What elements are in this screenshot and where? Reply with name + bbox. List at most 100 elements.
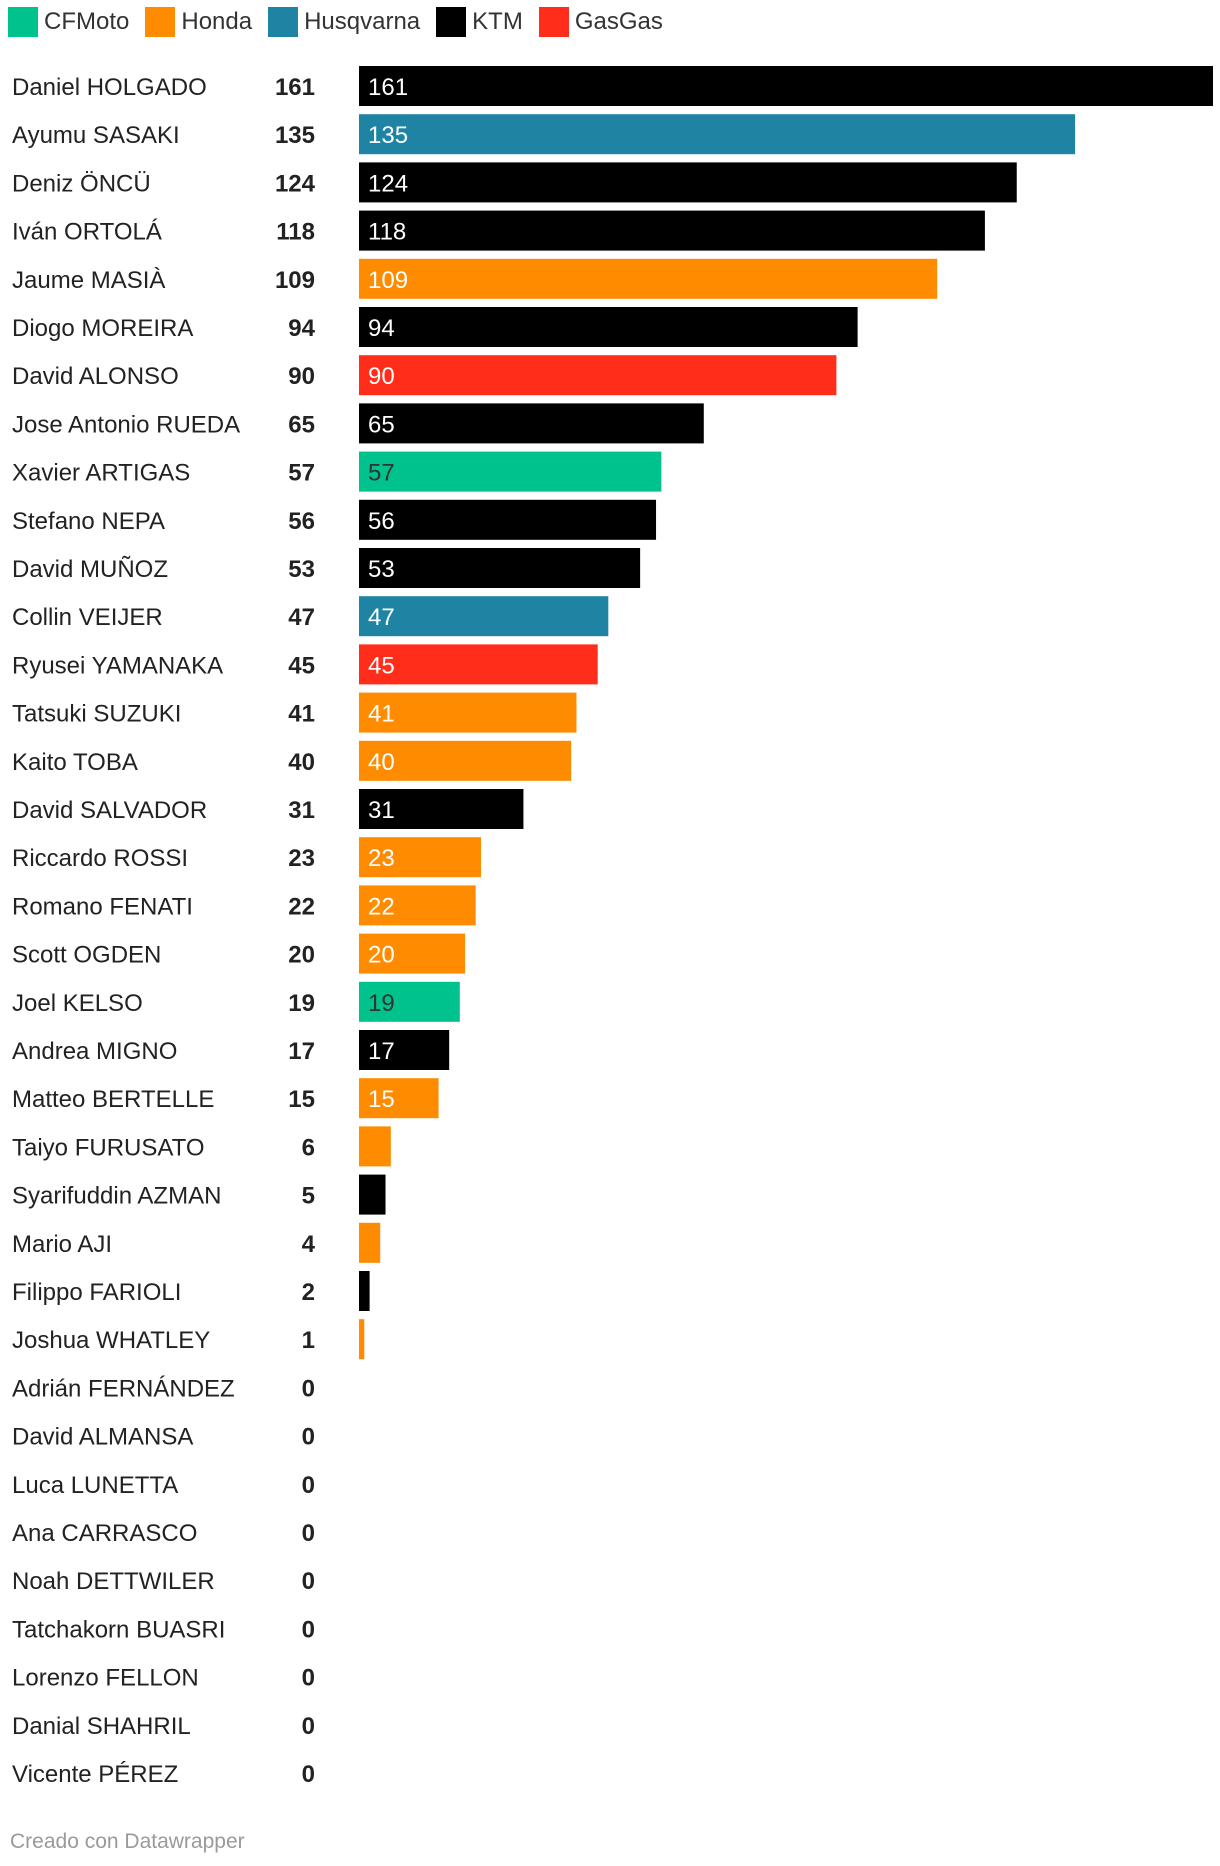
bar-chart: Daniel HOLGADO 161 161 Ayumu SASAKI 135 135 De…	[12, 66, 1213, 1788]
bar-kaito-toba	[359, 740, 572, 781]
bar-label-xavier-artigas: 57	[368, 460, 395, 487]
bar-label-collin-veijer: 47	[368, 604, 395, 631]
bar-syarifuddin-azman	[359, 1174, 386, 1215]
bar-mario-aji	[359, 1222, 381, 1263]
points-value-deniz-oncu: 124	[275, 170, 316, 197]
rider-name-xavier-artigas: Xavier ARTIGAS	[12, 460, 190, 487]
legend-item-honda: Honda	[145, 7, 252, 37]
rider-name-kaito-toba: Kaito TOBA	[12, 749, 138, 776]
points-value-lorenzo-fellon: 0	[302, 1665, 315, 1692]
bar-label-stefano-nepa: 56	[368, 508, 395, 535]
points-value-diogo-moreira: 94	[288, 315, 315, 342]
rider-name-jose-antonio-rueda: Jose Antonio RUEDA	[12, 411, 240, 438]
bar-tatsuki-suzuki	[359, 692, 577, 733]
bar-taiyo-furusato	[359, 1126, 391, 1167]
legend-label-gasgas: GasGas	[574, 8, 663, 35]
rider-name-syarifuddin-azman: Syarifuddin AZMAN	[12, 1183, 221, 1210]
rider-name-joshua-whatley: Joshua WHATLEY	[12, 1327, 210, 1354]
points-value-adrian-fernandez: 0	[302, 1375, 315, 1402]
legend-swatch-ktm	[436, 7, 467, 37]
bar-andrea-migno	[359, 1030, 450, 1070]
bar-label-scott-ogden: 20	[368, 942, 395, 969]
bar-david-salvador	[359, 789, 524, 829]
bar-label-deniz-oncu: 124	[368, 170, 408, 197]
bar-label-joel-kelso: 19	[368, 990, 395, 1017]
points-value-david-almansa: 0	[302, 1424, 315, 1451]
points-value-ana-carrasco: 0	[302, 1520, 315, 1547]
points-value-filippo-farioli: 2	[302, 1279, 315, 1306]
points-value-david-munoz: 53	[288, 556, 315, 583]
legend-swatch-honda	[145, 7, 176, 37]
points-value-ryusei-yamanaka: 45	[288, 652, 315, 679]
rider-name-jaume-masia: Jaume MASIÀ	[12, 267, 165, 294]
rider-name-adrian-fernandez: Adrián FERNÁNDEZ	[12, 1375, 235, 1402]
bar-label-david-salvador: 31	[368, 797, 395, 824]
rider-name-tatsuki-suzuki: Tatsuki SUZUKI	[12, 701, 181, 728]
legend-item-husqvarna: Husqvarna	[268, 7, 420, 37]
rider-name-david-munoz: David MUÑOZ	[12, 556, 168, 583]
points-value-joshua-whatley: 1	[302, 1327, 315, 1354]
bar-label-jose-antonio-rueda: 65	[368, 411, 395, 438]
bar-xavier-artigas	[359, 451, 662, 492]
bar-matteo-bertelle	[359, 1078, 439, 1119]
rider-name-mario-aji: Mario AJI	[12, 1231, 112, 1258]
rider-name-luca-lunetta: Luca LUNETTA	[12, 1472, 178, 1499]
legend-item-gasgas: GasGas	[538, 7, 663, 37]
bar-stefano-nepa	[359, 499, 657, 540]
bar-joel-kelso	[359, 981, 460, 1022]
bar-ayumu-sasaki	[359, 114, 1076, 155]
bar-label-david-munoz: 53	[368, 556, 395, 583]
rider-name-david-almansa: David ALMANSA	[12, 1424, 193, 1451]
points-value-vicente-perez: 0	[302, 1761, 315, 1788]
rider-name-ivan-ortola: Iván ORTOLÁ	[12, 219, 162, 246]
rider-name-riccardo-rossi: Riccardo ROSSI	[12, 845, 188, 872]
rider-name-david-alonso: David ALONSO	[12, 363, 179, 390]
points-value-taiyo-furusato: 6	[302, 1134, 315, 1161]
legend-swatch-cfmoto	[8, 7, 38, 37]
points-value-david-salvador: 31	[288, 797, 315, 824]
bar-riccardo-rossi	[359, 837, 481, 878]
rider-name-danial-shahril: Danial SHAHRIL	[12, 1713, 191, 1740]
points-value-david-alonso: 90	[288, 363, 315, 390]
bar-label-romano-fenati: 22	[368, 893, 395, 920]
rider-name-noah-dettwiler: Noah DETTWILER	[12, 1568, 215, 1595]
legend-label-ktm: KTM	[472, 8, 523, 35]
points-value-andrea-migno: 17	[288, 1038, 315, 1065]
bar-label-riccardo-rossi: 23	[368, 845, 395, 872]
bar-daniel-holgado	[359, 66, 1213, 106]
bar-deniz-oncu	[359, 162, 1017, 203]
rider-name-daniel-holgado: Daniel HOLGADO	[12, 74, 207, 101]
points-value-danial-shahril: 0	[302, 1713, 315, 1740]
legend-item-cfmoto: CFMoto	[8, 7, 129, 37]
points-value-luca-lunetta: 0	[302, 1472, 315, 1499]
rider-name-ayumu-sasaki: Ayumu SASAKI	[12, 122, 180, 149]
bar-label-david-alonso: 90	[368, 363, 395, 390]
rider-name-collin-veijer: Collin VEIJER	[12, 604, 163, 631]
points-value-scott-ogden: 20	[288, 942, 315, 969]
legend-label-honda: Honda	[181, 8, 253, 35]
legend-swatch-gasgas	[538, 7, 569, 37]
rider-name-filippo-farioli: Filippo FARIOLI	[12, 1279, 181, 1306]
rider-name-stefano-nepa: Stefano NEPA	[12, 508, 165, 535]
bar-filippo-farioli	[359, 1271, 370, 1311]
rider-name-vicente-perez: Vicente PÉREZ	[12, 1761, 178, 1788]
bar-label-ayumu-sasaki: 135	[368, 122, 408, 149]
bar-david-alonso	[359, 355, 837, 396]
rider-name-romano-fenati: Romano FENATI	[12, 893, 193, 920]
bar-scott-ogden	[359, 933, 466, 974]
rider-name-andrea-migno: Andrea MIGNO	[12, 1038, 177, 1065]
rider-name-scott-ogden: Scott OGDEN	[12, 942, 161, 969]
bar-label-jaume-masia: 109	[368, 267, 408, 294]
bar-label-ryusei-yamanaka: 45	[368, 652, 395, 679]
points-value-noah-dettwiler: 0	[302, 1568, 315, 1595]
bar-label-ivan-ortola: 118	[368, 219, 406, 246]
rider-name-deniz-oncu: Deniz ÖNCÜ	[12, 170, 151, 197]
bar-romano-fenati	[359, 885, 476, 926]
rider-name-matteo-bertelle: Matteo BERTELLE	[12, 1086, 214, 1113]
bar-label-kaito-toba: 40	[368, 749, 395, 776]
rider-name-david-salvador: David SALVADOR	[12, 797, 207, 824]
rider-name-ryusei-yamanaka: Ryusei YAMANAKA	[12, 652, 223, 679]
points-value-romano-fenati: 22	[288, 893, 315, 920]
points-value-stefano-nepa: 56	[288, 508, 315, 535]
bar-jose-antonio-rueda	[359, 403, 704, 444]
